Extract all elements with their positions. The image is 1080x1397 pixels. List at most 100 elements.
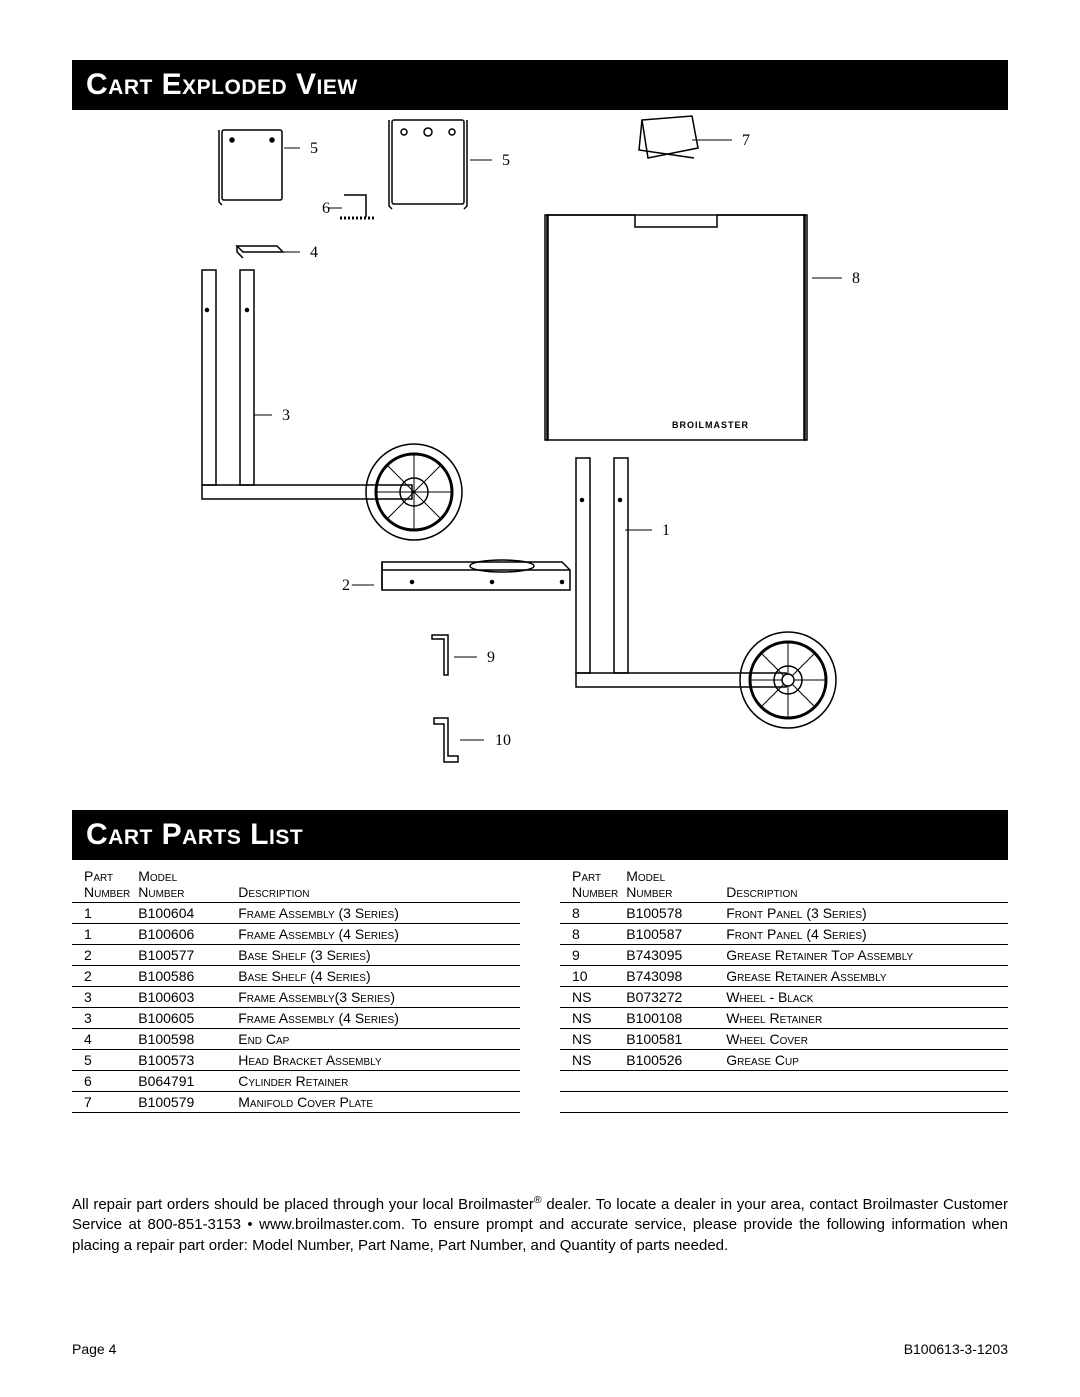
page-number: Page 4: [72, 1341, 116, 1357]
callout-number: 7: [742, 132, 750, 149]
diagram-svg: BROILMASTER: [72, 110, 1008, 810]
table-row: 1B100606Frame Assembly (4 Series): [72, 924, 520, 945]
cell-model-number: B743098: [624, 966, 724, 987]
callout-number: 6: [322, 200, 330, 217]
table-row: NSB100581Wheel Cover: [560, 1029, 1008, 1050]
registered-symbol: ®: [534, 1194, 542, 1206]
cell-description: Front Panel (4 Series): [724, 924, 1008, 945]
cell-part-number: 8: [560, 903, 624, 924]
cell-description: Frame Assembly (3 Series): [236, 903, 520, 924]
table-row: 9B743095Grease Retainer Top Assembly: [560, 945, 1008, 966]
table-row: 3B100605Frame Assembly (4 Series): [72, 1008, 520, 1029]
section-header-exploded-view: Cart Exploded View: [72, 60, 1008, 110]
cell-part-number: 6: [72, 1071, 136, 1092]
cell-part-number: NS: [560, 1008, 624, 1029]
cell-model-number: B100606: [136, 924, 236, 945]
table-row: NSB100526Grease Cup: [560, 1050, 1008, 1071]
table-row: 2B100586Base Shelf (4 Series): [72, 966, 520, 987]
callout-number: 3: [282, 407, 290, 424]
cell-model-number: B100587: [624, 924, 724, 945]
cell-part-number: 4: [72, 1029, 136, 1050]
cell-description: Frame Assembly(3 Series): [236, 987, 520, 1008]
table-row: 6B064791Cylinder Retainer: [72, 1071, 520, 1092]
cell-description: Grease Cup: [724, 1050, 1008, 1071]
cell-model-number: B100526: [624, 1050, 724, 1071]
cell-part-number: 2: [72, 945, 136, 966]
cell-model-number: B100578: [624, 903, 724, 924]
cell-description: Front Panel (3 Series): [724, 903, 1008, 924]
table-row: 8B100587Front Panel (4 Series): [560, 924, 1008, 945]
cell-part-number: 10: [560, 966, 624, 987]
cell-description: Grease Retainer Top Assembly: [724, 945, 1008, 966]
cell-model-number: B100603: [136, 987, 236, 1008]
cell-model-number: B100605: [136, 1008, 236, 1029]
table-row-empty: [560, 1071, 1008, 1092]
table-row: 8B100578Front Panel (3 Series): [560, 903, 1008, 924]
col-part-number: PartNumber: [72, 866, 136, 903]
cell-part-number: 9: [560, 945, 624, 966]
cell-part-number: 1: [72, 924, 136, 945]
cell-model-number: B100598: [136, 1029, 236, 1050]
cell-part-number: 2: [72, 966, 136, 987]
col-description: Description: [236, 866, 520, 903]
callout-number: 5: [502, 152, 510, 169]
cell-part-number: NS: [560, 1050, 624, 1071]
col-part-number: PartNumber: [560, 866, 624, 903]
cell-part-number: 3: [72, 987, 136, 1008]
table-row: NSB073272Wheel - Black: [560, 987, 1008, 1008]
cell-description: Wheel Retainer: [724, 1008, 1008, 1029]
cell-model-number: B064791: [136, 1071, 236, 1092]
col-description: Description: [724, 866, 1008, 903]
cell-model-number: B743095: [624, 945, 724, 966]
cell-description: End Cap: [236, 1029, 520, 1050]
cell-description: Frame Assembly (4 Series): [236, 1008, 520, 1029]
table-row: 4B100598End Cap: [72, 1029, 520, 1050]
callout-number: 9: [487, 649, 495, 666]
page-footer: Page 4 B100613-3-1203: [72, 1341, 1008, 1357]
cell-description: Manifold Cover Plate: [236, 1092, 520, 1113]
col-model-number: ModelNumber: [624, 866, 724, 903]
cell-part-number: 5: [72, 1050, 136, 1071]
parts-table-right: PartNumber ModelNumber Description 8B100…: [560, 866, 1008, 1113]
cell-description: Head Bracket Assembly: [236, 1050, 520, 1071]
cell-model-number: B100577: [136, 945, 236, 966]
callout-number: 2: [342, 577, 350, 594]
cell-description: Wheel - Black: [724, 987, 1008, 1008]
cell-description: Frame Assembly (4 Series): [236, 924, 520, 945]
svg-text:BROILMASTER: BROILMASTER: [672, 420, 749, 430]
cell-part-number: NS: [560, 1029, 624, 1050]
cell-part-number: 1: [72, 903, 136, 924]
cell-description: Base Shelf (3 Series): [236, 945, 520, 966]
cell-description: Cylinder Retainer: [236, 1071, 520, 1092]
col-model-number: ModelNumber: [136, 866, 236, 903]
callout-number: 5: [310, 140, 318, 157]
parts-table-left: PartNumber ModelNumber Description 1B100…: [72, 866, 520, 1113]
cell-model-number: B100604: [136, 903, 236, 924]
table-row: 10B743098Grease Retainer Assembly: [560, 966, 1008, 987]
document-code: B100613-3-1203: [904, 1341, 1008, 1357]
table-row: 7B100579Manifold Cover Plate: [72, 1092, 520, 1113]
callout-number: 10: [495, 732, 511, 749]
cell-model-number: B073272: [624, 987, 724, 1008]
table-row: 3B100603Frame Assembly(3 Series): [72, 987, 520, 1008]
table-row: 5B100573Head Bracket Assembly: [72, 1050, 520, 1071]
parts-tables-row: PartNumber ModelNumber Description 1B100…: [72, 866, 1008, 1113]
cell-part-number: 7: [72, 1092, 136, 1113]
table-row: 2B100577Base Shelf (3 Series): [72, 945, 520, 966]
table-row: NSB100108Wheel Retainer: [560, 1008, 1008, 1029]
cell-part-number: 3: [72, 1008, 136, 1029]
cell-model-number: B100579: [136, 1092, 236, 1113]
callout-number: 8: [852, 270, 860, 287]
section-header-parts-list: Cart Parts List: [72, 810, 1008, 860]
cell-part-number: NS: [560, 987, 624, 1008]
exploded-view-diagram: BROILMASTER: [72, 110, 1008, 810]
callout-number: 1: [662, 522, 670, 539]
callout-number: 4: [310, 244, 318, 261]
table-row-empty: [560, 1092, 1008, 1113]
cell-model-number: B100573: [136, 1050, 236, 1071]
cell-description: Grease Retainer Assembly: [724, 966, 1008, 987]
cell-description: Wheel Cover: [724, 1029, 1008, 1050]
cell-model-number: B100108: [624, 1008, 724, 1029]
cell-part-number: 8: [560, 924, 624, 945]
cell-model-number: B100586: [136, 966, 236, 987]
